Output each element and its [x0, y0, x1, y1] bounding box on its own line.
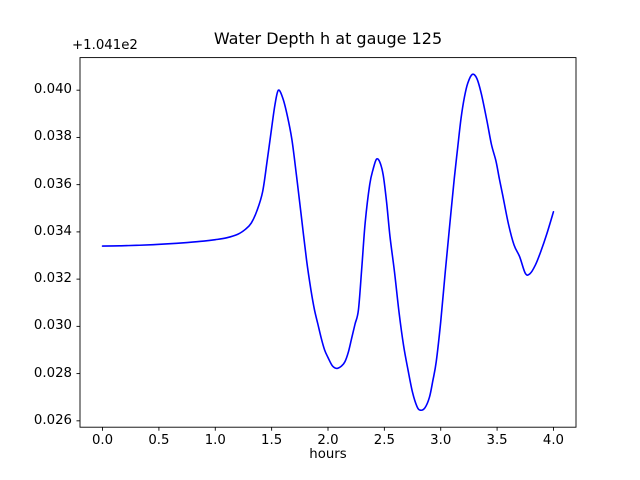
depth-line-series [101, 73, 555, 412]
x-tick-label: 0.5 [148, 432, 170, 448]
y-tick-label: 0.028 [33, 365, 72, 381]
y-tick-label: 0.026 [33, 412, 72, 428]
chart-title: Water Depth h at gauge 125 [213, 29, 443, 48]
x-tick-label: 1.5 [261, 432, 283, 448]
y-tick-label: 0.030 [33, 318, 72, 334]
y-tick-label: 0.036 [33, 176, 72, 192]
y-tick-label: 0.032 [33, 271, 72, 287]
y-tick-label: 0.038 [33, 129, 72, 145]
x-tick-label: 0.0 [91, 432, 114, 448]
x-tick-label: 2.5 [373, 432, 395, 448]
y-axis-offset-label: +1.041e2 [72, 38, 138, 53]
y-tick-label: 0.040 [33, 82, 72, 98]
plot-frame [79, 57, 577, 428]
x-tick-label: 2.0 [317, 432, 339, 448]
x-tick-label: 1.0 [204, 432, 226, 448]
y-tick-label: 0.034 [33, 223, 72, 239]
x-axis-label: hours [309, 447, 347, 462]
x-tick-label: 4.0 [542, 432, 565, 448]
x-tick-label: 3.0 [430, 432, 452, 448]
x-tick-label: 3.5 [486, 432, 508, 448]
